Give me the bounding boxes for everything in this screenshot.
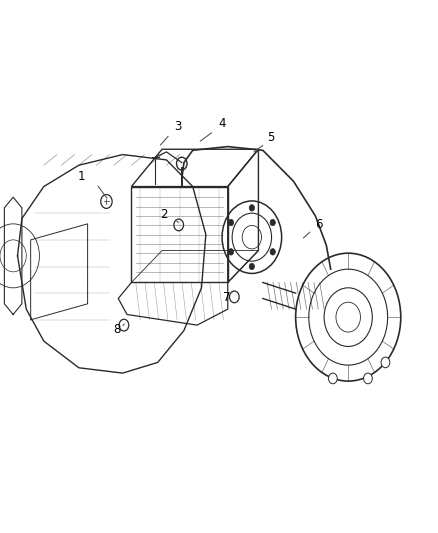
Text: 8: 8 bbox=[114, 323, 121, 336]
Text: 5: 5 bbox=[267, 131, 274, 144]
Circle shape bbox=[228, 220, 233, 225]
Circle shape bbox=[270, 220, 276, 225]
Circle shape bbox=[364, 373, 372, 384]
Circle shape bbox=[328, 373, 337, 384]
Text: 4: 4 bbox=[219, 117, 226, 130]
Text: 2: 2 bbox=[160, 208, 168, 221]
Text: 3: 3 bbox=[174, 120, 181, 133]
Text: 7: 7 bbox=[223, 291, 231, 304]
Circle shape bbox=[249, 205, 254, 211]
Circle shape bbox=[381, 357, 390, 368]
Text: 6: 6 bbox=[315, 219, 323, 231]
Circle shape bbox=[249, 263, 254, 270]
Circle shape bbox=[270, 248, 276, 255]
Text: 1: 1 bbox=[77, 171, 85, 183]
Circle shape bbox=[228, 248, 233, 255]
